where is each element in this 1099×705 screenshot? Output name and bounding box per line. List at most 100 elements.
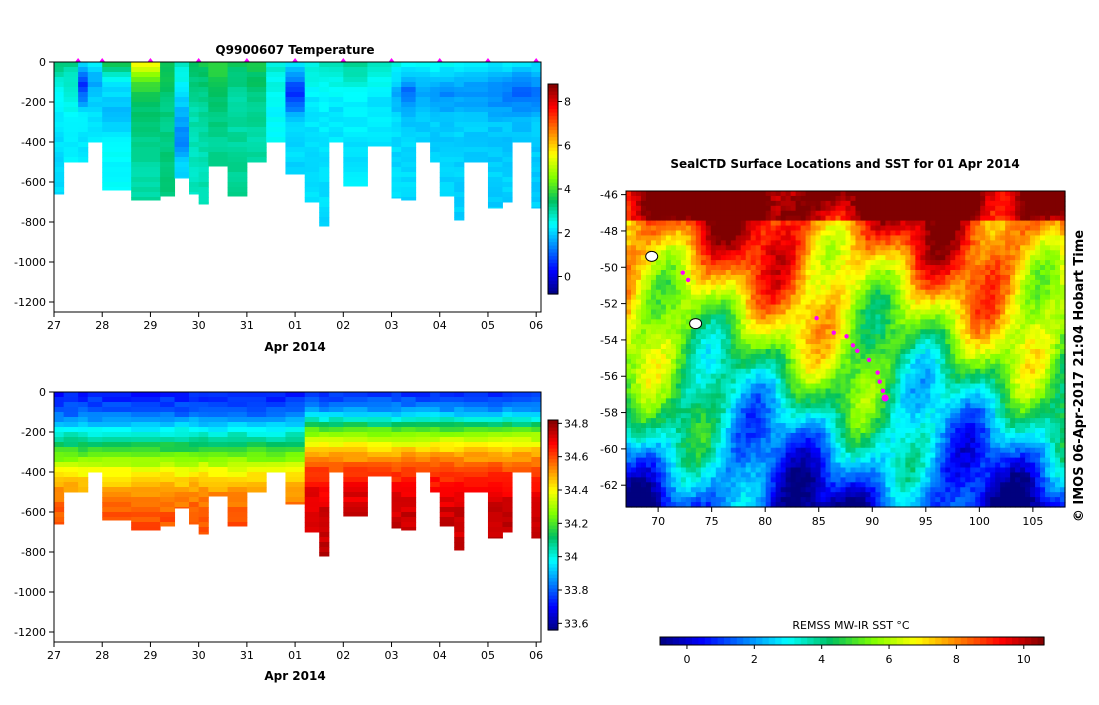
- sst-cell: [1010, 369, 1016, 375]
- sst-cell: [945, 201, 951, 207]
- temperature-cell: [512, 87, 532, 93]
- sst-cell: [791, 314, 797, 320]
- temperature-cell: [392, 187, 402, 193]
- temperature-cell: [54, 187, 64, 193]
- sst-cell: [1040, 260, 1046, 266]
- sst-cell: [990, 265, 996, 271]
- sst-cell: [1030, 255, 1036, 261]
- sst-cell: [955, 300, 961, 306]
- sst-cell: [900, 270, 906, 276]
- salinity-cell: [464, 437, 489, 443]
- sst-cell: [821, 221, 827, 227]
- sst-cell: [850, 201, 856, 207]
- sst-cell: [646, 305, 652, 311]
- salinity-cell: [175, 492, 190, 498]
- sst-cell: [716, 240, 722, 246]
- sst-cell: [1010, 280, 1016, 286]
- sst-cell: [671, 231, 677, 237]
- salinity-cell: [454, 507, 464, 513]
- salinity-cell: [88, 447, 103, 453]
- temperature-cell: [54, 127, 64, 133]
- sst-cell: [666, 226, 672, 232]
- temperature-cell: [430, 92, 440, 98]
- sst-cell: [1050, 290, 1056, 296]
- sst-cell: [781, 339, 787, 345]
- sst-cell: [641, 260, 647, 266]
- temperature-cell: [285, 107, 305, 113]
- colorbar-segment: [548, 595, 558, 599]
- sst-cell: [796, 235, 802, 241]
- salinity-cell: [199, 517, 209, 523]
- sst-cell: [1030, 364, 1036, 370]
- sst-cell: [1010, 235, 1016, 241]
- sst-cell: [811, 364, 817, 370]
- sst-cell: [816, 270, 822, 276]
- sst-cell: [905, 364, 911, 370]
- temperature-cell: [440, 67, 455, 73]
- sst-cell: [801, 359, 807, 365]
- temperature-cell: [305, 72, 320, 78]
- sst-cell: [940, 275, 946, 281]
- sst-cell: [905, 196, 911, 202]
- temperature-cell: [285, 97, 305, 103]
- sst-cell: [960, 201, 966, 207]
- sst-cell: [855, 319, 861, 325]
- salinity-cell: [488, 517, 503, 523]
- salinity-cell: [440, 452, 455, 458]
- sst-cell: [721, 354, 727, 360]
- sst-cell: [831, 226, 837, 232]
- sst-cell: [696, 240, 702, 246]
- temperature-cell: [430, 137, 440, 143]
- colorbar-segment: [548, 462, 558, 466]
- sst-cell: [651, 280, 657, 286]
- temperature-cell: [160, 177, 175, 183]
- temperature-cell: [189, 122, 199, 128]
- sst-cell: [1050, 196, 1056, 202]
- sst-cell: [1015, 250, 1021, 256]
- temperature-cell: [440, 167, 455, 173]
- sst-cell: [1055, 260, 1061, 266]
- sst-cell: [940, 191, 946, 197]
- sst-cell: [1035, 211, 1041, 217]
- salinity-cell: [488, 497, 503, 503]
- sst-cell: [631, 206, 637, 212]
- sst-cell: [626, 255, 632, 261]
- sst-cell: [1045, 250, 1051, 256]
- sst-cell: [885, 354, 891, 360]
- sst-cell: [806, 196, 812, 202]
- sst-cell: [935, 295, 941, 301]
- sst-cell: [836, 280, 842, 286]
- sst-cell: [1040, 226, 1046, 232]
- sst-cell: [786, 359, 792, 365]
- sst-cell: [841, 245, 847, 251]
- temperature-cell: [502, 117, 512, 123]
- sst-cell: [656, 265, 662, 271]
- sst-cell: [776, 339, 782, 345]
- colorbar-segment: [548, 592, 558, 596]
- colorbar-segment: [548, 221, 558, 225]
- sst-cell: [716, 245, 722, 251]
- sst-cell: [666, 221, 672, 227]
- sst-cell: [801, 339, 807, 345]
- sst-cell: [980, 226, 986, 232]
- sst-cell: [731, 221, 737, 227]
- sst-cell: [631, 245, 637, 251]
- salinity-cell: [160, 467, 175, 473]
- salinity-cell: [199, 407, 209, 413]
- sst-cell: [786, 221, 792, 227]
- sst-cell: [716, 369, 722, 375]
- temperature-cell: [199, 187, 209, 193]
- sst-cell: [746, 305, 752, 311]
- sst-cell: [1030, 359, 1036, 365]
- sst-cell: [771, 255, 777, 261]
- sst-cell: [721, 319, 727, 325]
- sst-cell: [970, 349, 976, 355]
- sst-cell: [741, 334, 747, 340]
- sst-cell: [965, 255, 971, 261]
- sst-cell: [646, 290, 652, 296]
- sst-cell: [741, 235, 747, 241]
- sst-cell: [761, 280, 767, 286]
- sst-cell: [875, 245, 881, 251]
- salinity-cell: [440, 427, 455, 433]
- sst-cell: [661, 231, 667, 237]
